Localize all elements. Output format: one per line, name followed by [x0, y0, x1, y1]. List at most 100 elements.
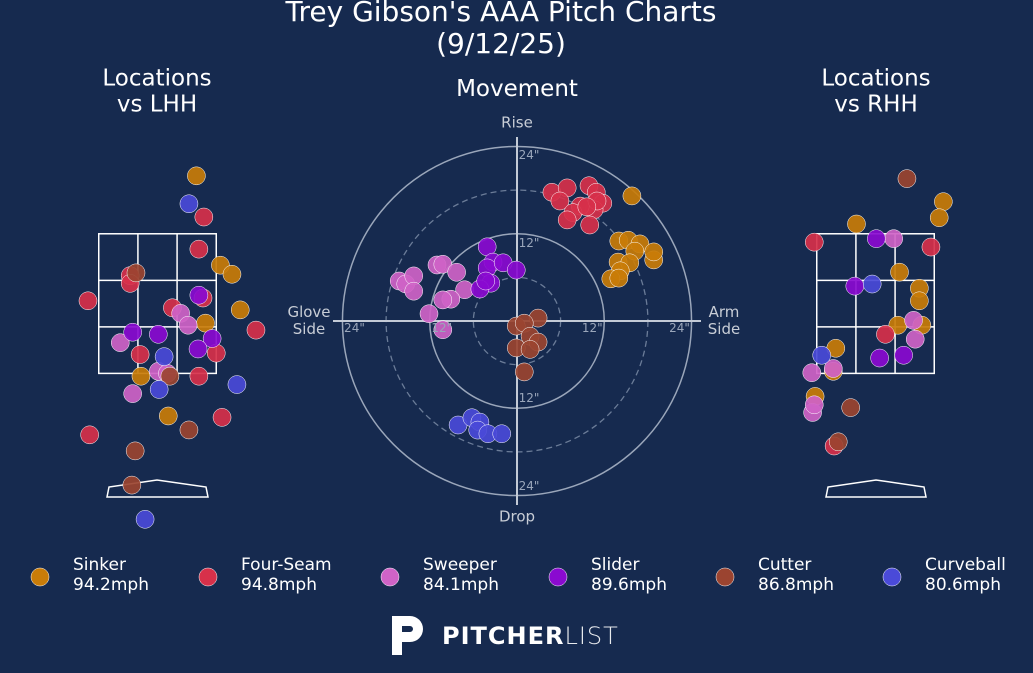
- pitch-point: [876, 325, 895, 344]
- r-tick-label: 24": [344, 321, 365, 336]
- pitch-point: [841, 398, 860, 417]
- pitch-point: [433, 255, 453, 274]
- pitch-point: [476, 271, 495, 291]
- pitch-point: [126, 263, 146, 283]
- r-tick-label: 24": [518, 148, 540, 163]
- r-tick-label: 24": [669, 321, 690, 336]
- pitch-point: [845, 276, 865, 296]
- pitch-point: [123, 384, 142, 403]
- pitch-point: [131, 366, 151, 386]
- pitch-point: [178, 315, 198, 335]
- pitch-point: [179, 194, 199, 214]
- pitch-point: [149, 380, 169, 399]
- legend-name: Sweeper: [423, 555, 497, 575]
- logo-text: PITCHERLIST: [442, 622, 619, 651]
- pitch-point: [154, 347, 174, 366]
- pitch-point: [179, 420, 199, 440]
- pitch-point: [870, 348, 889, 368]
- pitch-point: [125, 441, 145, 461]
- logo-light: LIST: [564, 622, 619, 650]
- pitch-point: [644, 242, 663, 262]
- home-plate: [825, 479, 927, 498]
- legend-name: Slider: [591, 555, 640, 575]
- pitch-point: [557, 210, 577, 230]
- panel-title: Movement: [456, 75, 578, 102]
- pitch-point: [805, 232, 824, 252]
- panel-title: Locations vs LHH: [102, 65, 212, 118]
- pitch-point: [507, 260, 526, 280]
- pitch-point: [222, 265, 242, 284]
- axis-label: Glove Side: [287, 302, 331, 338]
- pitch-point: [447, 263, 466, 282]
- pitch-point: [805, 395, 824, 415]
- pitch-point: [202, 329, 222, 348]
- legend-velocity: 89.6mph: [591, 575, 667, 595]
- r-tick-label: 24": [518, 478, 540, 493]
- pitch-point: [78, 291, 98, 311]
- main-title: Trey Gibson's AAA Pitch Charts (9/12/25): [285, 0, 717, 60]
- panel-title: Locations vs RHH: [821, 65, 931, 118]
- legend-marker: [380, 567, 400, 587]
- pitch-point: [187, 166, 206, 186]
- pitch-point: [622, 186, 642, 206]
- pitch-point: [404, 281, 423, 301]
- legend-velocity: 94.2mph: [73, 575, 149, 595]
- legend-marker: [548, 567, 568, 587]
- pitch-point: [212, 408, 232, 427]
- axis-label: Drop: [498, 507, 536, 526]
- pitch-point: [580, 215, 599, 235]
- legend-name: Sinker: [73, 555, 126, 575]
- pitch-point: [135, 510, 155, 529]
- legend-name: Four-Seam: [241, 555, 332, 575]
- pitch-point: [227, 375, 247, 394]
- pitch-point: [433, 290, 453, 310]
- pitch-point: [934, 192, 953, 211]
- pitch-point: [824, 359, 843, 378]
- pitch-point: [194, 207, 214, 227]
- legend-marker: [198, 567, 218, 587]
- pitch-point: [897, 169, 917, 188]
- r-tick-label: 12": [581, 321, 603, 336]
- pitch-point: [894, 345, 913, 365]
- r-tick-label: 12": [518, 391, 540, 406]
- pitch-point: [80, 425, 99, 445]
- pitch-point: [550, 191, 570, 211]
- pitch-point: [890, 262, 909, 282]
- axis-label: Arm Side: [707, 302, 741, 338]
- pitch-point: [130, 345, 150, 364]
- pitch-point: [189, 239, 209, 259]
- pitch-point: [189, 285, 209, 305]
- pitch-point: [905, 329, 925, 349]
- legend-velocity: 86.8mph: [758, 575, 834, 595]
- pitch-point: [433, 320, 453, 339]
- pitch-point: [829, 432, 848, 452]
- legend-marker: [882, 567, 902, 587]
- pitch-point: [515, 362, 534, 382]
- pitch-point: [230, 300, 250, 320]
- legend-name: Cutter: [758, 555, 812, 575]
- pitch-point: [189, 366, 209, 386]
- pitch-point: [419, 304, 439, 323]
- pitch-point: [577, 197, 597, 217]
- logo-bold: PITCHER: [442, 622, 565, 650]
- pitch-point: [111, 333, 130, 352]
- pitch-point: [122, 475, 142, 495]
- legend-name: Curveball: [925, 555, 1006, 575]
- pitch-point: [904, 311, 923, 330]
- pitch-point: [246, 320, 266, 340]
- home-plate: [106, 479, 209, 498]
- pitch-point: [159, 406, 178, 426]
- legend-velocity: 94.8mph: [241, 575, 317, 595]
- legend-velocity: 84.1mph: [423, 575, 499, 595]
- pitch-point: [867, 229, 886, 248]
- pitch-point: [847, 214, 866, 234]
- pitch-point: [929, 208, 949, 227]
- pitch-point: [910, 291, 929, 311]
- pitch-point: [862, 274, 882, 294]
- legend-marker: [30, 567, 50, 587]
- pitch-point: [492, 424, 511, 443]
- pitch-point: [812, 345, 831, 365]
- r-tick-label: 12": [431, 321, 453, 336]
- pitch-point: [520, 340, 540, 359]
